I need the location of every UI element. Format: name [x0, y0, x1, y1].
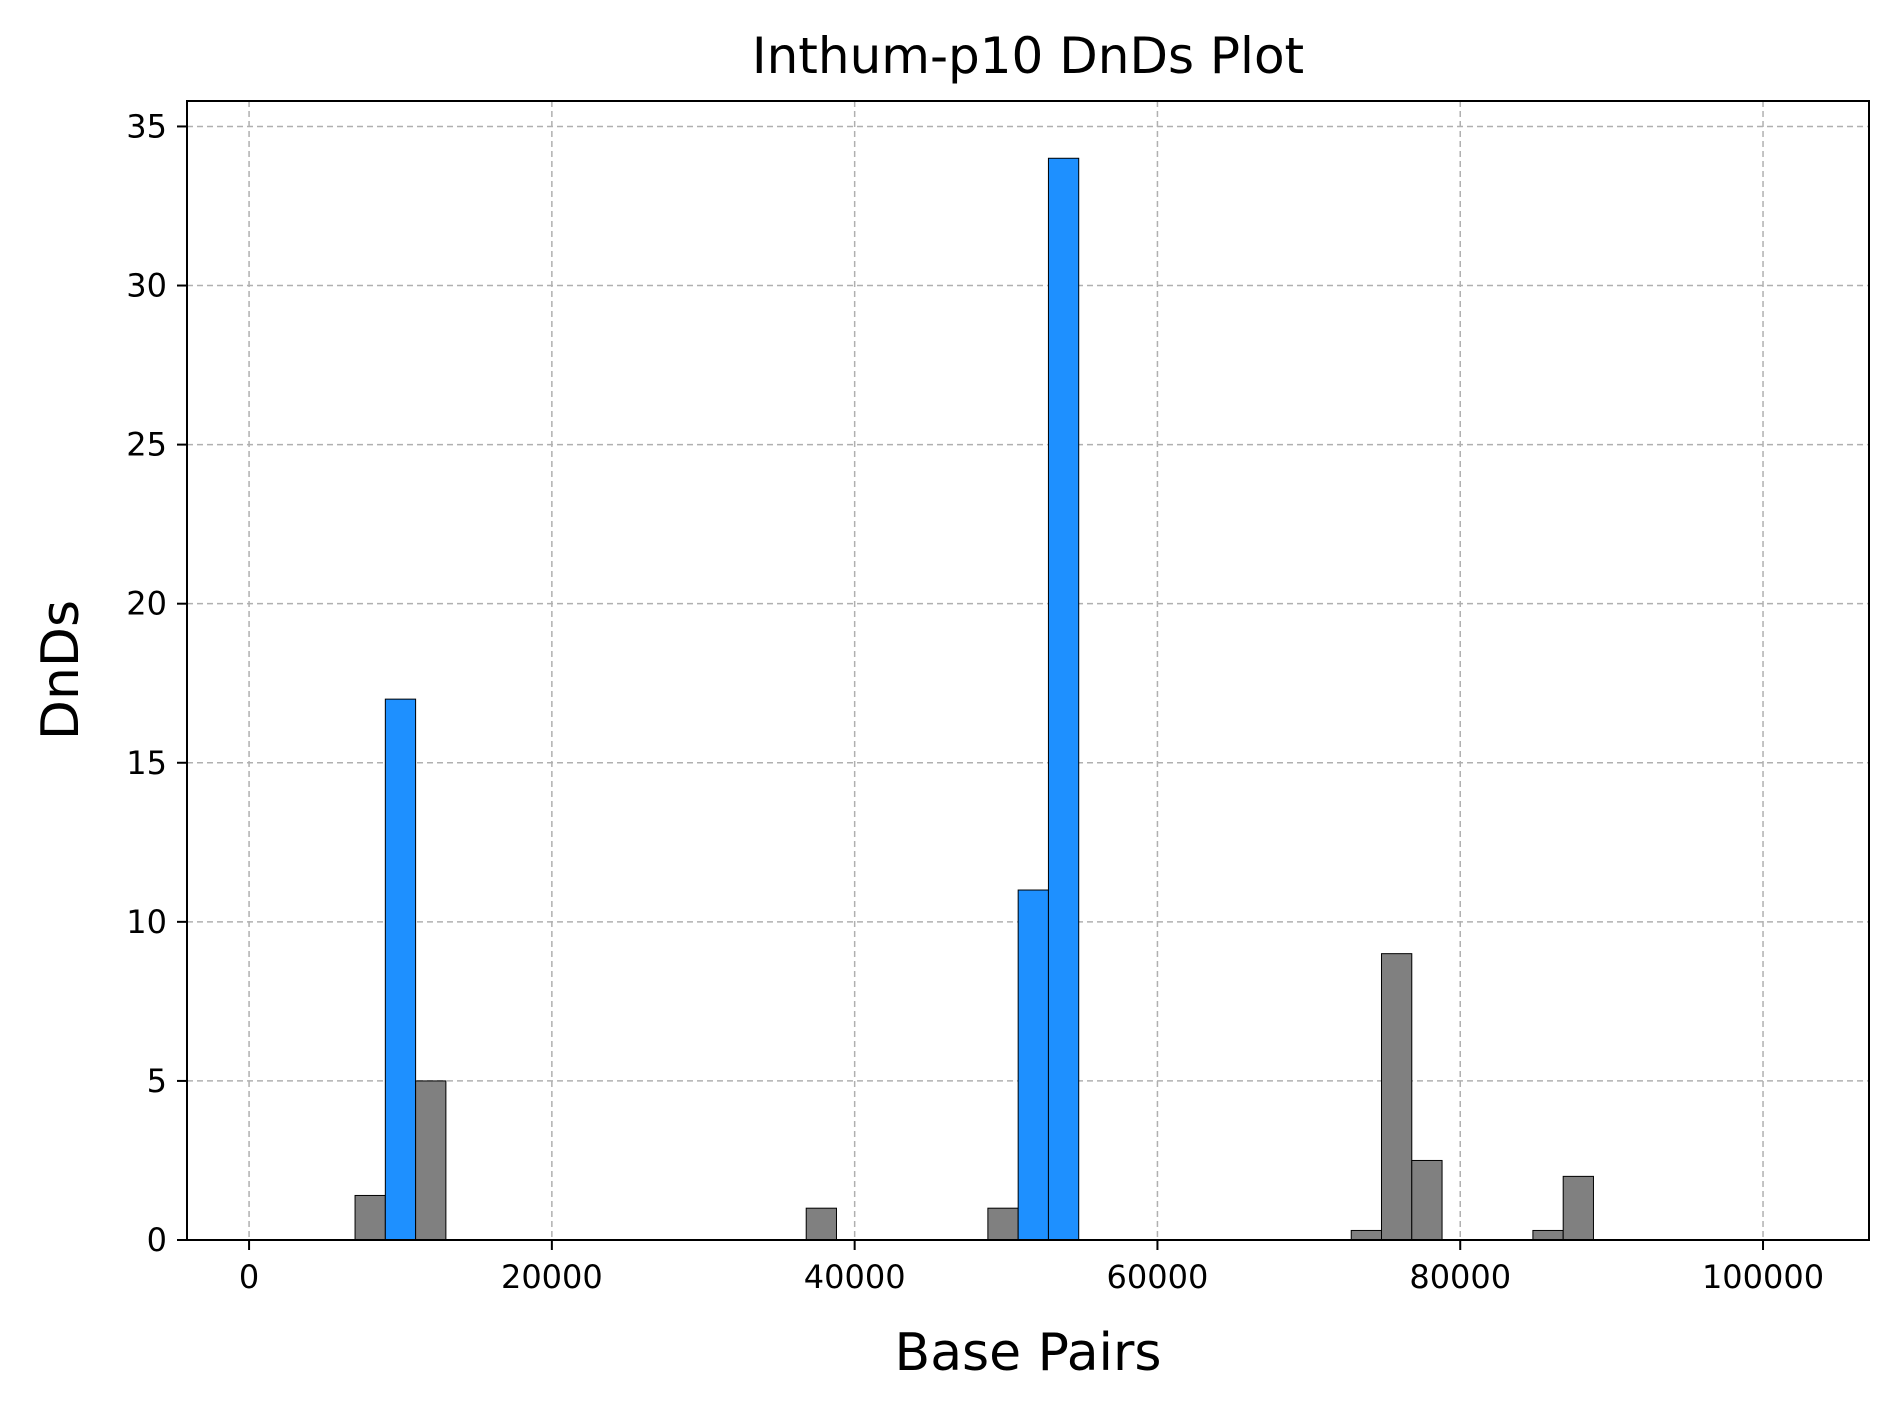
x-tick-label: 80000: [1409, 1258, 1511, 1296]
x-tick-label: 60000: [1107, 1258, 1209, 1296]
y-tick-label: 35: [126, 107, 167, 145]
bar: [1381, 953, 1413, 1241]
y-tick-label: 10: [126, 903, 167, 941]
y-tick-label: 0: [147, 1221, 167, 1259]
y-tick-label: 25: [126, 426, 167, 464]
y-tick-label: 15: [126, 744, 167, 782]
y-tick-label: 5: [147, 1062, 167, 1100]
bar: [1532, 1229, 1564, 1241]
bar: [805, 1207, 837, 1241]
bar: [987, 1207, 1019, 1241]
bar: [1350, 1229, 1383, 1241]
bars: [354, 157, 1594, 1241]
ticks: 0 20000 40000 60000 80000 100000 0 5 10 15 20 25 30 3…: [126, 107, 1824, 1296]
bar: [354, 1194, 386, 1241]
y-tick-label: 30: [126, 267, 167, 305]
x-tick-label: 20000: [501, 1258, 603, 1296]
highlighted-bar: [1017, 889, 1049, 1241]
y-axis-label: DnDs: [31, 600, 91, 740]
bar: [1562, 1175, 1594, 1241]
highlighted-bar: [1047, 157, 1080, 1241]
bar: [1411, 1159, 1443, 1241]
highlighted-bar: [384, 698, 417, 1241]
x-tick-label: 100000: [1702, 1258, 1824, 1296]
x-axis-label: Base Pairs: [895, 1323, 1162, 1383]
x-tick-label: 40000: [804, 1258, 906, 1296]
y-tick-label: 20: [126, 585, 167, 623]
plot-frame: [186, 100, 1870, 1241]
chart-title: Inthum-p10 DnDs Plot: [752, 27, 1304, 85]
bar: [415, 1080, 447, 1241]
x-tick-label: 0: [239, 1258, 259, 1296]
